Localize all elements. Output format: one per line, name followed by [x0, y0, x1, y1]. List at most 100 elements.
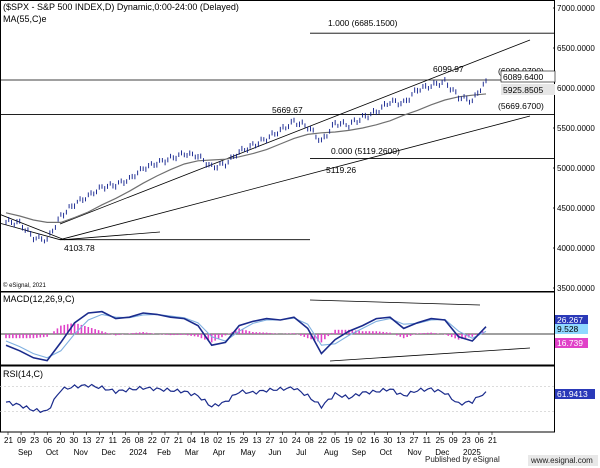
x-month-label: Feb [157, 448, 171, 457]
annotation-low: 5119.26 [326, 165, 356, 175]
x-day-label: 08 [135, 436, 144, 445]
x-day-label: 08 [305, 436, 314, 445]
last-price-tag [500, 70, 556, 83]
ma-55-line [5, 93, 487, 223]
x-month-label: Dec [101, 448, 115, 457]
price-candles [5, 77, 487, 244]
x-month-label: Jun [268, 448, 281, 457]
footer-published: Published by eSignal [425, 455, 500, 464]
x-day-label: 13 [82, 436, 91, 445]
annotation-bottom: 4103.78 [64, 243, 95, 253]
x-month-label: Apr [213, 448, 226, 457]
rsi-group [0, 383, 555, 414]
x-day-label: 07 [161, 436, 170, 445]
esignal-logo: www.esignal.com [528, 455, 598, 466]
level-mid-label: (5669.6700) [498, 101, 544, 111]
annotation-high: 6099.97 [433, 64, 464, 74]
annotation-mid: 5669.67 [272, 105, 303, 115]
ma-line-group [5, 93, 487, 223]
ma-legend-label: MA(55,C) [3, 14, 42, 24]
price-y-tick-label: 5500.0000 [557, 124, 595, 133]
x-day-label: 27 [266, 436, 275, 445]
price-y-tick-label: 6000.0000 [557, 84, 595, 93]
x-month-label: May [241, 448, 256, 457]
left-wedge-upper [0, 214, 65, 241]
x-day-label: 16 [370, 436, 379, 445]
x-day-label: 10 [279, 436, 288, 445]
price-y-tick-label: 3500.0000 [557, 284, 595, 293]
x-month-label: Dec [435, 448, 449, 457]
x-day-label: 13 [253, 436, 262, 445]
macd-group [0, 299, 555, 362]
fib-upper-label: 1.000 (6685.1500) [328, 18, 398, 28]
signal-tag-text: 9.528 [557, 324, 579, 334]
price-y-tick-label: 7000.0000 [557, 4, 595, 13]
x-month-label: 2025 [463, 448, 481, 457]
base-line [63, 231, 161, 241]
x-month-label: 2024 [129, 448, 147, 457]
x-day-label: 11 [423, 436, 432, 445]
rsi-label: RSI(14,C) [3, 369, 43, 379]
chart-title: ($SPX - S&P 500 INDEX,D) Dynamic,0:00-24… [3, 2, 239, 12]
x-day-label: 05 [331, 436, 340, 445]
price-y-tick-label: 5000.0000 [557, 164, 595, 173]
macd-signal-line [5, 313, 487, 359]
x-day-label: 27 [96, 436, 105, 445]
ma-price-text: 5925.8505 [503, 85, 543, 95]
x-day-label: 11 [109, 436, 118, 445]
x-day-label: 13 [396, 436, 405, 445]
x-day-label: 29 [239, 436, 248, 445]
x-day-label: 27 [410, 436, 419, 445]
x-day-label: 30 [69, 436, 78, 445]
x-day-label: 22 [318, 436, 327, 445]
copyright-text: © eSignal, 2021 [3, 282, 46, 289]
x-month-label: Oct [380, 448, 393, 457]
macd-label: MACD(12,26,9,C) [3, 294, 75, 304]
x-day-label: 21 [4, 436, 13, 445]
x-day-label: 23 [30, 436, 39, 445]
x-day-label: 26 [122, 436, 131, 445]
x-day-label: 06 [43, 436, 52, 445]
x-month-label: Nov [407, 448, 421, 457]
histogram-tag-text: 16.739 [557, 338, 583, 348]
price-y-tick-label: 6500.0000 [557, 44, 595, 53]
upper-channel-line [59, 39, 531, 225]
x-day-label: 22 [148, 436, 157, 445]
x-day-label: 09 [449, 436, 458, 445]
x-day-label: 15 [226, 436, 235, 445]
x-day-label: 21 [488, 436, 497, 445]
signal-tag [555, 324, 588, 334]
x-day-label: 30 [383, 436, 392, 445]
x-month-label: Mar [185, 448, 199, 457]
rsi-tag [555, 389, 595, 399]
x-day-label: 02 [357, 436, 366, 445]
macd-line [5, 310, 487, 362]
macd-panel-frame [0, 291, 555, 366]
left-wedge-lower [0, 222, 61, 241]
x-axis-labels: 21 09 23 06 20 30 13 27 11 26 08 22 07 21 04 18 02 15 29 13… [4, 432, 497, 457]
lower-channel-line [59, 115, 531, 241]
rsi-panel-frame [0, 365, 555, 433]
x-day-label: 04 [187, 436, 196, 445]
macd-upper-trendline [309, 299, 481, 306]
last-price-text: 6089.6400 [503, 72, 543, 82]
fib-lower-label: 0.000 (5119.2600) [331, 146, 400, 156]
macd-lower-trendline [329, 347, 531, 362]
x-month-label: Aug [324, 448, 338, 457]
rsi-line [5, 383, 487, 414]
x-month-label: Sep [352, 448, 367, 457]
x-day-label: 09 [17, 436, 26, 445]
histogram-tag [555, 338, 588, 348]
x-month-label: Jul [296, 448, 306, 457]
ma-price-tag [501, 84, 555, 95]
x-day-label: 25 [436, 436, 445, 445]
x-month-label: Oct [46, 448, 59, 457]
x-day-label: 24 [292, 436, 301, 445]
svg-text:MA(55,C)e: MA(55,C)e [3, 14, 47, 24]
rsi-tag-text: 61.9413 [557, 389, 588, 399]
x-month-label: Nov [74, 448, 88, 457]
x-day-label: 21 [174, 436, 183, 445]
price-y-tick-label: 4000.0000 [557, 244, 595, 253]
x-day-label: 06 [475, 436, 484, 445]
